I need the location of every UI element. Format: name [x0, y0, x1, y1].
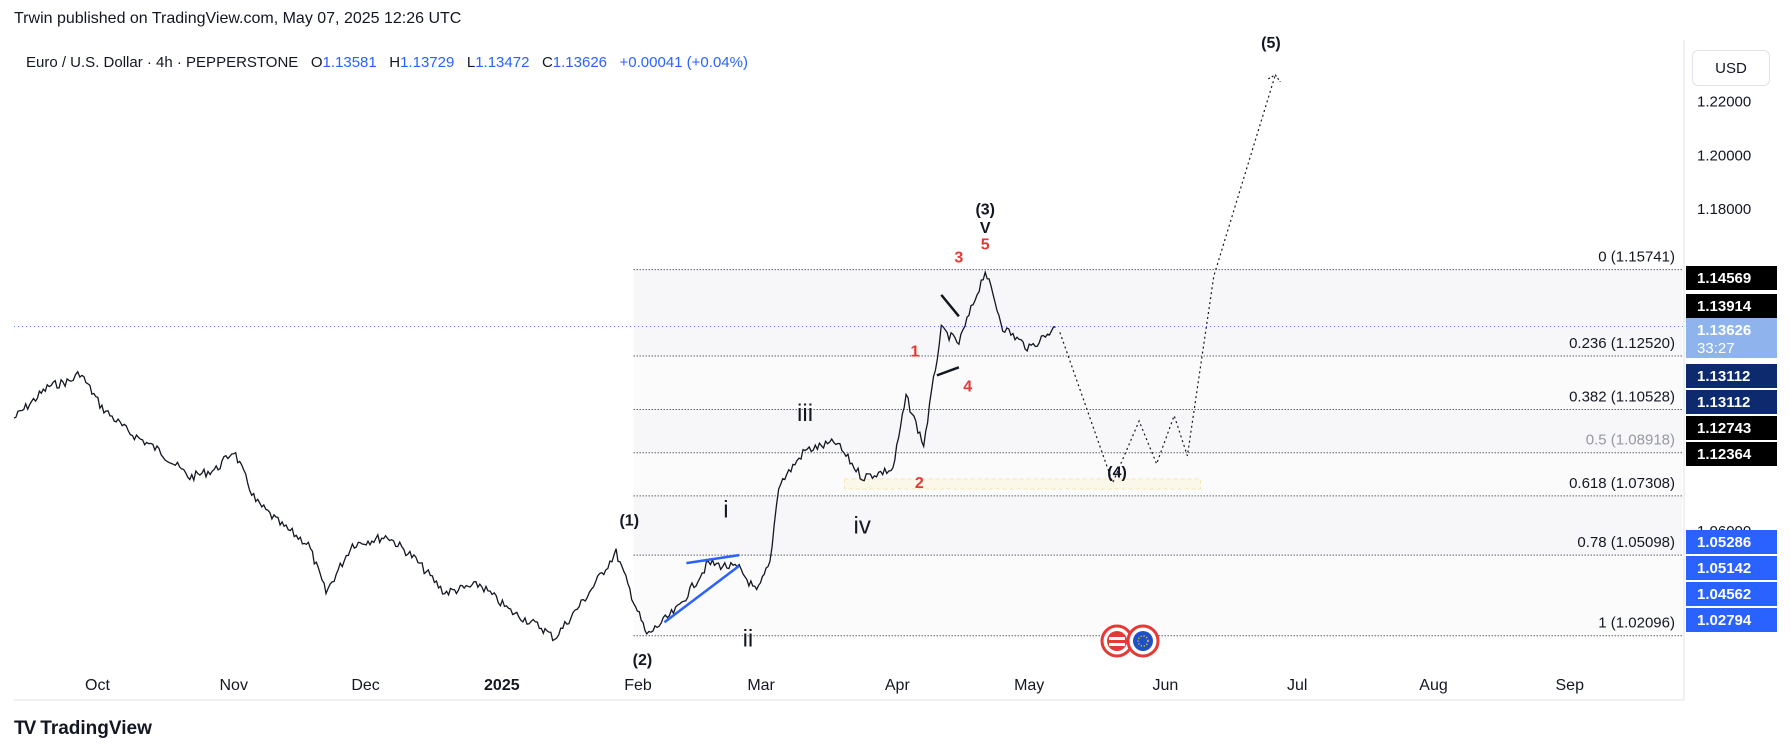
fib-level-label: 1 (1.02096)	[1598, 615, 1675, 632]
fib-level-label: 0.382 (1.10528)	[1569, 388, 1675, 405]
x-tick-label: 2025	[484, 677, 520, 694]
high-value: 1.13729	[400, 54, 455, 71]
x-tick-label: Jul	[1287, 677, 1307, 694]
x-tick-label: May	[1014, 677, 1044, 694]
wave-label: V	[980, 220, 991, 237]
wave-label: iii	[797, 400, 813, 427]
wave-label: iv	[854, 513, 871, 540]
price-badge	[1686, 390, 1777, 414]
price-badge-label: 1.05142	[1697, 560, 1751, 577]
wave-label: 3	[954, 250, 963, 267]
black-triangle-lines	[936, 294, 960, 377]
price-badge	[1686, 530, 1777, 554]
publisher-header: Trwin published on TradingView.com, May …	[14, 10, 462, 27]
price-badge	[1686, 416, 1777, 440]
y-tick-label: 1.22000	[1697, 94, 1751, 111]
currency-button[interactable]: USD	[1692, 50, 1770, 86]
price-series	[13, 269, 1056, 642]
x-tick-label: Jun	[1153, 677, 1179, 694]
price-badge	[1686, 266, 1777, 290]
wave-label: 1	[910, 344, 919, 361]
wave-label: (5)	[1261, 35, 1281, 52]
fib-band	[633, 409, 1682, 453]
y-tick-label: 1.18000	[1697, 201, 1751, 218]
fib-level-label: 0.618 (1.07308)	[1569, 475, 1675, 492]
tradingview-logo-icon: TV	[14, 718, 36, 739]
wave-label: 4	[963, 378, 972, 395]
wave-label: i	[723, 497, 728, 524]
x-tick-label: Oct	[85, 677, 110, 694]
x-tick-label: Dec	[351, 677, 379, 694]
price-badge-label: 1.12743	[1697, 420, 1751, 437]
close-value: 1.13626	[552, 54, 608, 71]
fib-band	[633, 269, 1682, 357]
wave-label: (3)	[975, 201, 995, 218]
low-value: 1.13472	[475, 54, 530, 71]
close-label: C	[541, 54, 553, 71]
low-label: L	[466, 54, 476, 71]
fib-band	[633, 495, 1682, 556]
fib-band	[633, 555, 1682, 636]
price-badge-label: 1.13112	[1697, 394, 1750, 411]
open-value: 1.13581	[322, 54, 377, 71]
y-tick-label: 1.20000	[1697, 147, 1751, 164]
wave-label: (1)	[619, 513, 639, 530]
fib-band	[633, 356, 1682, 410]
symbol-legend: Euro / U.S. Dollar · 4h · PEPPERSTONE O1…	[26, 54, 748, 71]
tradingview-logo-text: TradingView	[40, 718, 152, 739]
symbol-name[interactable]: Euro / U.S. Dollar · 4h · PEPPERSTONE	[26, 54, 299, 71]
x-tick-label: Apr	[885, 677, 911, 694]
wave-label: ii	[743, 625, 754, 652]
fib-level-label: 0.236 (1.12520)	[1569, 335, 1675, 352]
price-badge	[1686, 364, 1777, 388]
blue-wedge-lines	[663, 553, 740, 624]
economic-events-icon[interactable]	[1100, 624, 1160, 658]
wave-label: 2	[915, 475, 924, 492]
fib-level-label: 0.78 (1.05098)	[1577, 534, 1675, 551]
price-badge	[1686, 582, 1777, 606]
price-badge-label: 1.13626	[1697, 322, 1751, 339]
projection-arrowhead	[1267, 74, 1281, 83]
price-badge-label: 1.05286	[1697, 534, 1751, 551]
price-badge	[1686, 608, 1777, 632]
price-badge	[1686, 442, 1777, 466]
change-value: +0.00041 (+0.04%)	[619, 54, 748, 71]
high-label: H	[389, 54, 401, 71]
x-tick-label: Feb	[624, 677, 652, 694]
price-badge	[1686, 318, 1777, 358]
wave-label: (2)	[633, 652, 653, 669]
x-tick-label: Mar	[747, 677, 775, 694]
open-label: O	[310, 54, 323, 71]
wave-drawings	[663, 294, 960, 624]
price-badge-label: 1.14569	[1697, 270, 1751, 287]
price-badge-label: 1.12364	[1697, 446, 1752, 463]
fib-level-label: 0 (1.15741)	[1598, 249, 1675, 266]
price-badge-label: 1.04562	[1697, 586, 1751, 603]
price-badge-label: 1.02794	[1697, 612, 1752, 629]
tradingview-logo[interactable]: TV TradingView	[14, 718, 152, 740]
price-badge	[1686, 556, 1777, 580]
fib-level-label: 0.5 (1.08918)	[1586, 432, 1675, 449]
x-tick-label: Aug	[1419, 677, 1447, 694]
fib-band	[633, 452, 1682, 496]
price-badge-label: 1.13914	[1697, 298, 1752, 315]
price-badge-countdown: 33:27	[1697, 340, 1735, 357]
wave-label: 5	[981, 236, 990, 253]
x-tick-label: Nov	[220, 677, 248, 694]
x-tick-label: Sep	[1556, 677, 1585, 694]
price-badge	[1686, 294, 1777, 318]
projection-path	[1059, 74, 1276, 485]
wave-label: (4)	[1107, 464, 1127, 481]
price-badge-label: 1.13112	[1697, 368, 1750, 385]
